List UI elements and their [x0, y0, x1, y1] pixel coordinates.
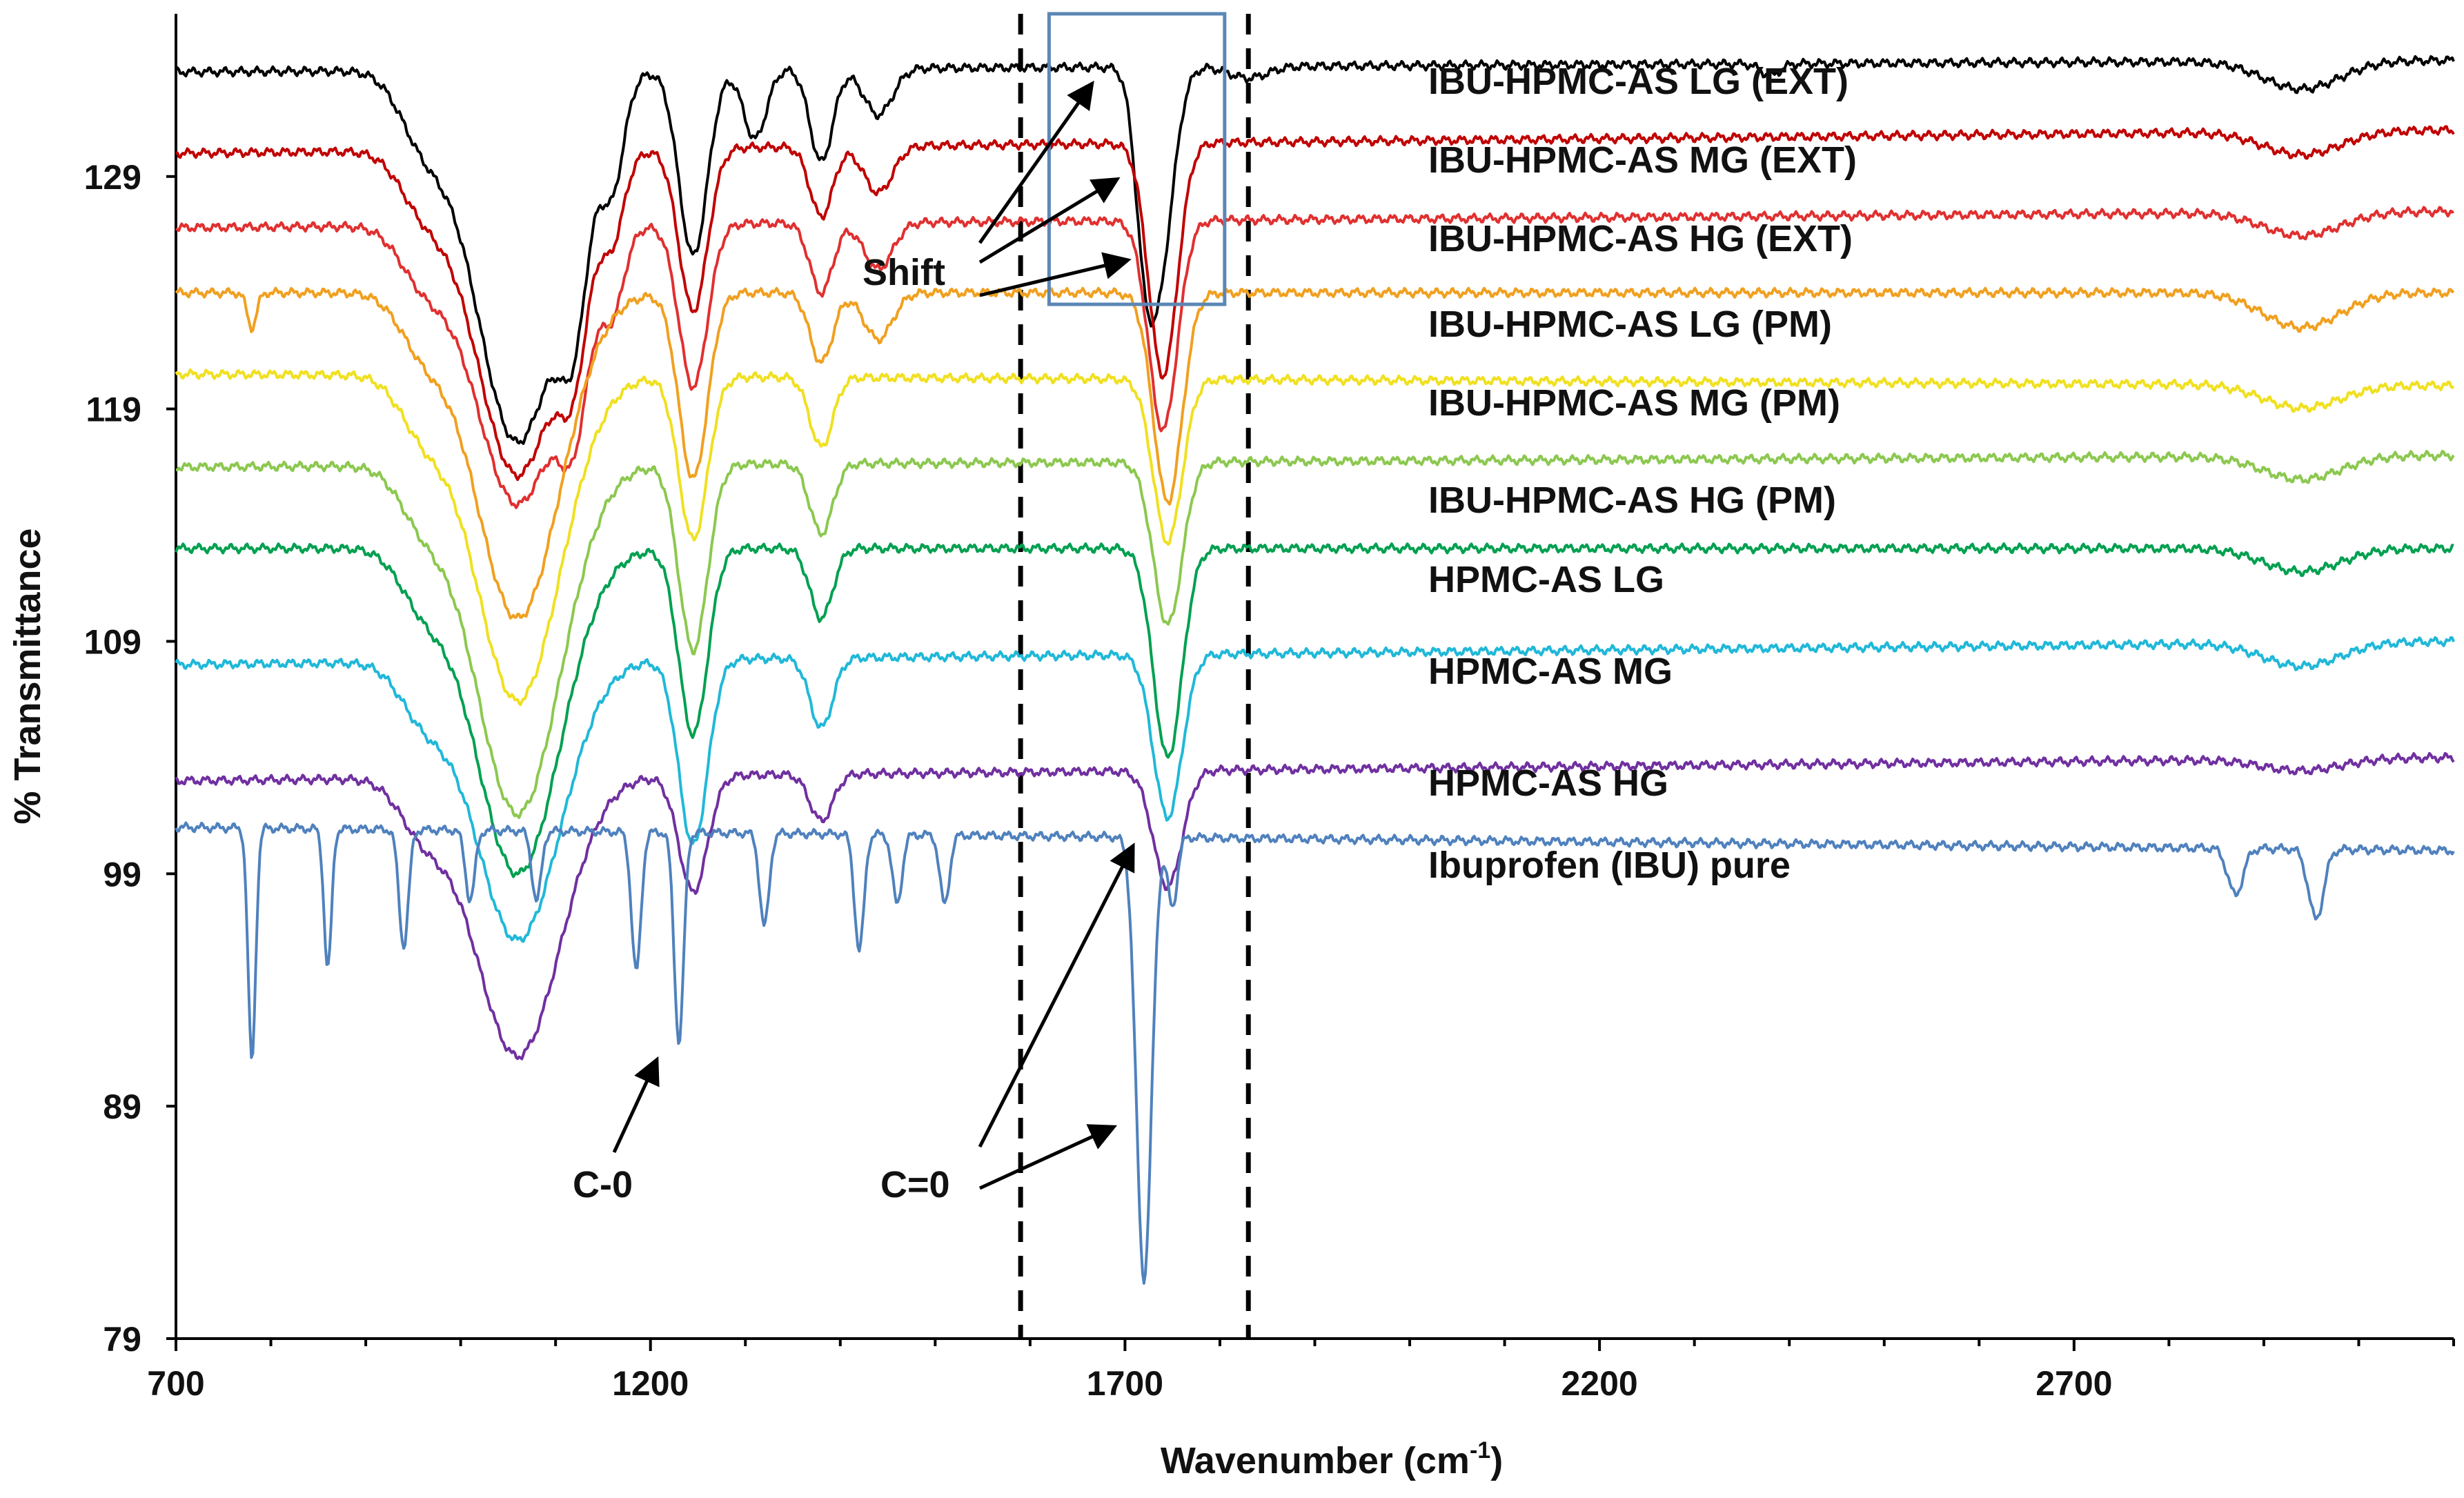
spectrum-line	[175, 449, 2455, 819]
legend-label: Ibuprofen (IBU) pure	[1428, 845, 1791, 886]
reference-lines	[1018, 14, 1251, 1339]
spectrum-line	[175, 751, 2455, 1061]
x-tick-label: 1200	[612, 1364, 689, 1403]
annotation-arrow	[978, 177, 1121, 264]
spectrum-line	[175, 542, 2454, 878]
legend-label: IBU-HPMC-AS LG (PM)	[1428, 304, 1832, 345]
y-tick-label: 89	[103, 1087, 141, 1126]
x-tick-label: 1700	[1087, 1364, 1163, 1403]
legend-label: IBU-HPMC-AS HG (EXT)	[1428, 218, 1853, 259]
annotations: Shift C-0 C=0	[573, 80, 1135, 1205]
shift-highlight-box	[1047, 12, 1227, 306]
spectrum-line	[175, 821, 2455, 1285]
x-axis-title-sup: -1	[1470, 1437, 1490, 1463]
x-axis-title-tail: )	[1490, 1440, 1503, 1481]
annotation-label: C=0	[880, 1164, 950, 1205]
x-tick-label: 2200	[1561, 1364, 1638, 1403]
legend-label: IBU-HPMC-AS HG (PM)	[1428, 480, 1836, 521]
y-tick-label: 119	[86, 391, 141, 429]
annotation-arrow	[979, 252, 1132, 297]
legend-label: IBU-HPMC-AS LG (EXT)	[1428, 61, 1849, 102]
legend-label: HPMC-AS LG	[1428, 559, 1664, 600]
y-tick-label: 109	[84, 622, 141, 661]
y-ticks: 79 89 99 109 119 129	[84, 158, 176, 1359]
x-axis-title: Wavenumber (cm-1)	[1161, 1437, 1503, 1481]
legend-label: HPMC-AS MG	[1428, 651, 1673, 692]
legend-label: IBU-HPMC-AS MG (PM)	[1428, 382, 1840, 424]
spectrum-line	[175, 286, 2455, 620]
annotation-arrow	[978, 842, 1135, 1148]
y-tick-label: 79	[103, 1320, 141, 1359]
x-axis-title-main: Wavenumber (cm	[1161, 1440, 1470, 1481]
annotation-label: Shift	[863, 252, 945, 293]
annotation-arrow	[978, 80, 1094, 244]
legend-label: IBU-HPMC-AS MG (EXT)	[1428, 139, 1857, 181]
x-tick-label: 2700	[2036, 1364, 2112, 1403]
spectra	[175, 55, 2455, 1285]
x-ticks: 700 1200 1700 2200 2700	[147, 1339, 2455, 1403]
legend-label: HPMC-AS HG	[1428, 762, 1668, 804]
inline-legend: IBU-HPMC-AS LG (EXT) IBU-HPMC-AS MG (EXT)…	[1428, 61, 1857, 886]
spectrum-line	[175, 206, 2454, 509]
x-tick-label: 700	[147, 1364, 204, 1403]
spectrum-line	[175, 368, 2455, 707]
y-tick-label: 99	[103, 855, 141, 894]
y-tick-label: 129	[84, 158, 141, 197]
spectrum-line	[175, 636, 2455, 943]
annotation-arrow	[978, 1124, 1118, 1190]
spectrum-line	[175, 55, 2455, 445]
spectrum-line	[175, 125, 2455, 482]
y-axis-title: % Transmittance	[7, 528, 48, 824]
annotation-arrow	[612, 1056, 660, 1154]
annotation-label: C-0	[573, 1164, 633, 1205]
